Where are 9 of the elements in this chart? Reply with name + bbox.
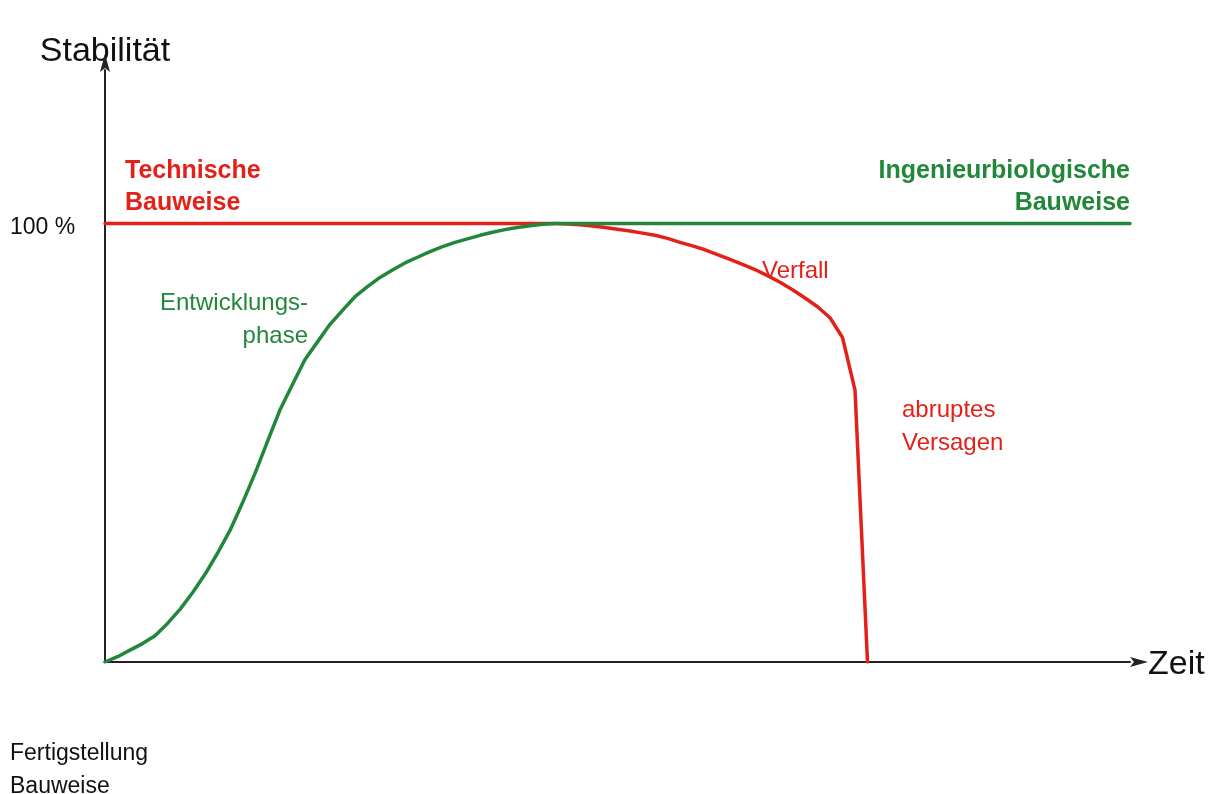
series-label: Technische Bauweise xyxy=(125,155,261,216)
annotation: Verfall xyxy=(762,256,829,283)
y-axis-title: Stabilität xyxy=(39,30,171,68)
x-axis-title: Zeit xyxy=(1148,643,1206,681)
text: 100 % xyxy=(10,212,76,239)
annotation: Entwicklungs- phase xyxy=(159,288,308,348)
series-label: Ingenieurbiologische Bauweise xyxy=(878,155,1131,216)
text: Fertigstellung Bauweise xyxy=(10,738,149,794)
annotation: abruptes Versagen xyxy=(902,395,1004,455)
